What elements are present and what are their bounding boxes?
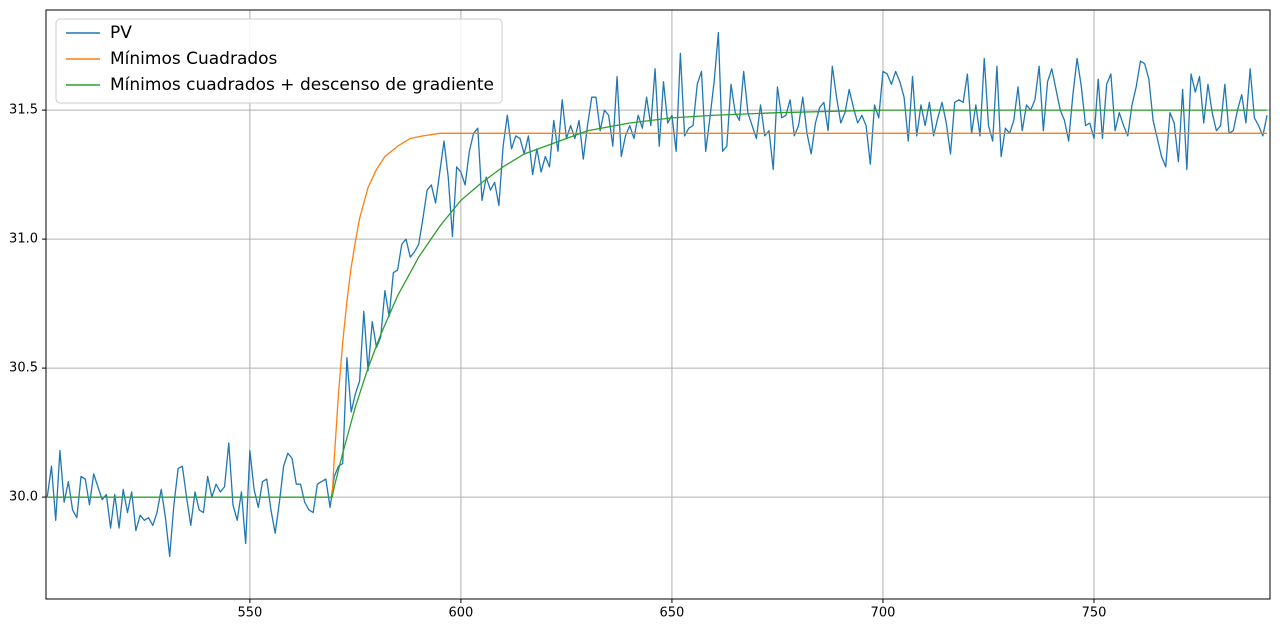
lines (46, 32, 1268, 558)
legend-label: Mínimos Cuadrados (110, 49, 278, 69)
legend-label: Mínimos cuadrados + descenso de gradient… (110, 75, 494, 95)
series-line (47, 132, 1268, 498)
x-tick-label: 600 (448, 606, 473, 621)
x-tick-label: 700 (871, 606, 896, 621)
plot-frame (45, 9, 1271, 600)
x-tick-label: 550 (237, 606, 262, 621)
ticks: 550 600 650 700 750 30.0 30.5 31.0 31.5 (9, 103, 1106, 621)
legend-box (55, 18, 503, 104)
y-tick-label: 30.0 (9, 490, 38, 505)
legend-label: PV (110, 23, 132, 43)
series-line (46, 32, 1268, 558)
x-tick-label: 650 (660, 606, 685, 621)
y-tick-label: 31.0 (9, 232, 38, 247)
series-line (47, 109, 1268, 498)
x-tick-label: 750 (1082, 606, 1107, 621)
y-tick-label: 30.5 (9, 361, 38, 376)
y-tick-label: 31.5 (9, 103, 38, 118)
legend: PV Mínimos Cuadrados Mínimos cuadrados + d… (55, 18, 503, 104)
